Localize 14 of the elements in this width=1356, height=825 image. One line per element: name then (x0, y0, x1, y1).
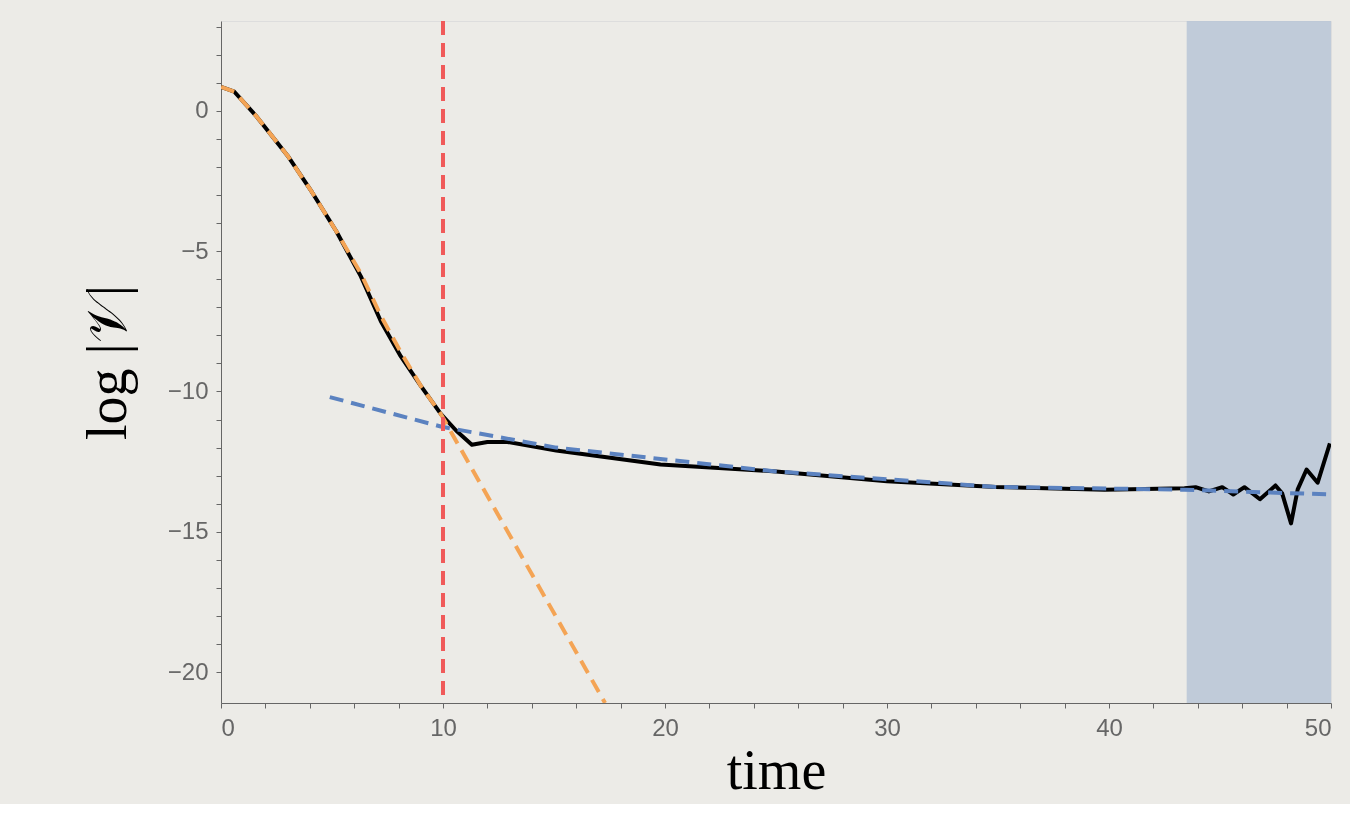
y-tick-label: −5 (181, 236, 209, 264)
y-tick-label: −20 (167, 657, 209, 685)
x-tick-label: 30 (874, 713, 901, 741)
x-tick-label: 20 (652, 713, 679, 741)
x-tick-label: 10 (430, 713, 457, 741)
line-series (221, 84, 608, 703)
x-axis-title: time (726, 738, 827, 801)
x-tick-label: 40 (1096, 713, 1123, 741)
x-tick-label: 0 (221, 713, 235, 741)
y-axis-title: log |𝒱| (75, 285, 138, 440)
x-tick-label: 50 (1304, 713, 1332, 741)
y-tick-label: 0 (195, 96, 209, 124)
y-tick-label: −15 (167, 517, 209, 545)
y-tick-label: −10 (167, 376, 209, 404)
